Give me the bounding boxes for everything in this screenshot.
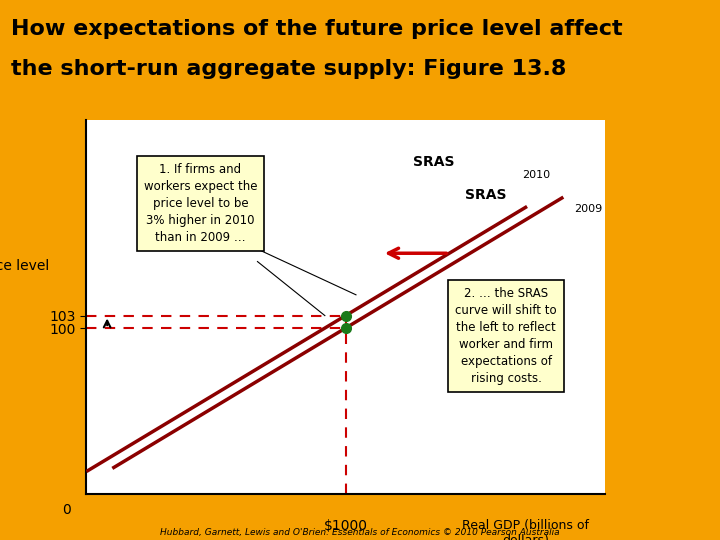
Text: 1. If firms and
workers expect the
price level to be
3% higher in 2010
than in 2: 1. If firms and workers expect the price…: [144, 163, 257, 244]
Text: Real GDP (billions of
dollars): Real GDP (billions of dollars): [462, 519, 589, 540]
Text: 2010: 2010: [522, 171, 550, 180]
Text: Price level: Price level: [0, 259, 50, 273]
Text: $1000: $1000: [323, 519, 368, 534]
Text: 2. … the SRAS
curve will shift to
the left to reflect
worker and firm
expectatio: 2. … the SRAS curve will shift to the le…: [456, 287, 557, 386]
Text: 0: 0: [62, 503, 71, 517]
Text: Hubbard, Garnett, Lewis and O'Brien: Essentials of Economics © 2010 Pearson Aust: Hubbard, Garnett, Lewis and O'Brien: Ess…: [160, 528, 560, 537]
Text: SRAS: SRAS: [413, 155, 454, 169]
Text: 2009: 2009: [574, 204, 602, 214]
Text: SRAS: SRAS: [465, 188, 506, 202]
Text: the short-run aggregate supply: Figure 13.8: the short-run aggregate supply: Figure 1…: [11, 59, 566, 79]
Text: How expectations of the future price level affect: How expectations of the future price lev…: [11, 19, 622, 39]
